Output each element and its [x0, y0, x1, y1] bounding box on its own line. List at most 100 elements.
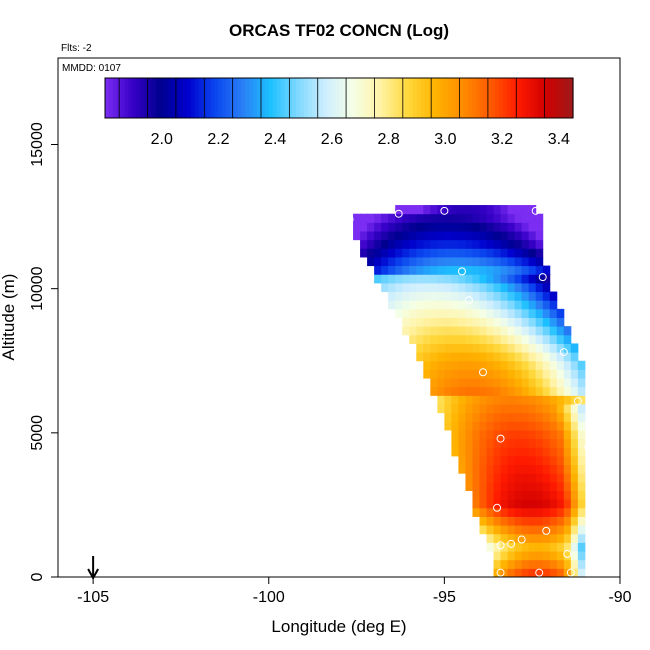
heatmap-cell	[479, 334, 488, 344]
colorbar-segment	[179, 78, 184, 118]
heatmap-cell	[465, 412, 473, 422]
colorbar-segment	[479, 78, 484, 118]
heatmap-cell	[528, 464, 537, 474]
heatmap-cell	[472, 499, 480, 509]
heatmap-cell	[395, 265, 403, 275]
colorbar-segment	[319, 78, 324, 118]
colorbar-tick-label: 2.8	[378, 131, 400, 148]
colorbar-segment	[124, 78, 129, 118]
heatmap-cell	[549, 559, 558, 569]
heatmap-cell	[388, 265, 396, 275]
heatmap-cell	[570, 421, 579, 431]
heatmap-cell	[437, 386, 445, 396]
heatmap-cell	[444, 404, 452, 414]
heatmap-cell	[437, 308, 445, 318]
heatmap-cell	[486, 481, 495, 491]
heatmap-cell	[486, 282, 495, 293]
heatmap-cell	[388, 291, 396, 301]
heatmap-cell	[465, 360, 473, 370]
heatmap-cell	[535, 386, 544, 396]
heatmap-cell	[570, 490, 579, 500]
heatmap-cell	[514, 239, 523, 249]
heatmap-cell	[388, 282, 396, 293]
heatmap-cell	[423, 369, 431, 379]
heatmap-cell	[521, 559, 530, 569]
heatmap-cell	[500, 499, 509, 509]
heatmap-cell	[444, 326, 452, 336]
heatmap-cell	[458, 386, 466, 396]
heatmap-cell	[416, 231, 424, 241]
heatmap-cell	[486, 421, 495, 431]
heatmap-cell	[458, 404, 466, 414]
heatmap-cell	[535, 317, 544, 327]
heatmap-cell	[493, 404, 502, 414]
heatmap-cell	[549, 516, 558, 526]
sample-point	[507, 539, 516, 548]
heatmap-cell	[563, 464, 572, 474]
heatmap-cell	[465, 239, 473, 249]
heatmap-cell	[395, 291, 403, 301]
heatmap-cell	[458, 421, 466, 431]
heatmap-cell	[542, 490, 551, 500]
colorbar-segment	[108, 78, 114, 118]
heatmap-cell	[402, 274, 410, 284]
heatmap-cell	[500, 248, 509, 258]
colorbar-segment	[210, 78, 215, 118]
heatmap-cell	[451, 334, 459, 344]
heatmap-cell	[444, 308, 452, 318]
x-tick-label: -100	[253, 589, 285, 606]
heatmap-cell	[507, 559, 516, 569]
heatmap-cell	[493, 438, 502, 448]
heatmap-cell	[570, 507, 579, 517]
sample-point	[457, 267, 466, 276]
heatmap-cell	[570, 516, 579, 526]
heatmap-cell	[570, 378, 579, 388]
heatmap-cell	[493, 464, 502, 474]
heatmap-cell	[521, 300, 530, 310]
heatmap-cell	[486, 542, 495, 552]
heatmap-cell	[521, 473, 530, 483]
heatmap-cell	[416, 317, 424, 327]
heatmap-cell	[381, 231, 389, 241]
heatmap-cell	[528, 213, 537, 223]
heatmap-cell	[507, 533, 516, 543]
heatmap-cell	[528, 455, 537, 466]
heatmap-cell	[388, 231, 396, 241]
heatmap-cell	[437, 291, 445, 301]
heatmap-cell	[479, 455, 488, 466]
heatmap-cell	[374, 222, 382, 232]
sample-point	[496, 568, 505, 577]
colorbar-segment	[350, 78, 356, 118]
heatmap-cell	[472, 378, 481, 388]
heatmap-cell	[402, 308, 410, 318]
heatmap-cell	[542, 499, 551, 509]
heatmap-cell	[493, 326, 502, 336]
heatmap-cell	[556, 507, 565, 517]
heatmap-cell	[486, 317, 495, 327]
heatmap-cell	[556, 516, 565, 526]
heatmap-cell	[493, 525, 502, 535]
heatmap-cell	[479, 291, 488, 301]
heatmap-cell	[430, 360, 438, 370]
heatmap-cell	[563, 499, 572, 509]
heatmap-cell	[563, 369, 572, 379]
heatmap-cell	[528, 447, 537, 457]
heatmap-cell	[507, 490, 516, 500]
heatmap-cell	[507, 317, 516, 327]
heatmap-cell	[500, 239, 509, 249]
heatmap-cell	[479, 490, 488, 500]
heatmap-cell	[507, 481, 516, 491]
y-tick-label: 5000	[29, 415, 46, 451]
colorbar-segment	[159, 78, 165, 118]
heatmap-cell	[556, 326, 565, 336]
heatmap-cell	[458, 248, 466, 258]
heatmap-cell	[458, 378, 466, 388]
heatmap-cell	[465, 386, 473, 396]
sample-point	[496, 434, 505, 443]
heatmap-cell	[535, 334, 544, 344]
heatmap-cell	[500, 542, 509, 552]
heatmap-cell	[549, 429, 558, 440]
heatmap-cell	[563, 404, 572, 414]
heatmap-cell	[444, 421, 452, 431]
heatmap-cell	[514, 404, 523, 414]
